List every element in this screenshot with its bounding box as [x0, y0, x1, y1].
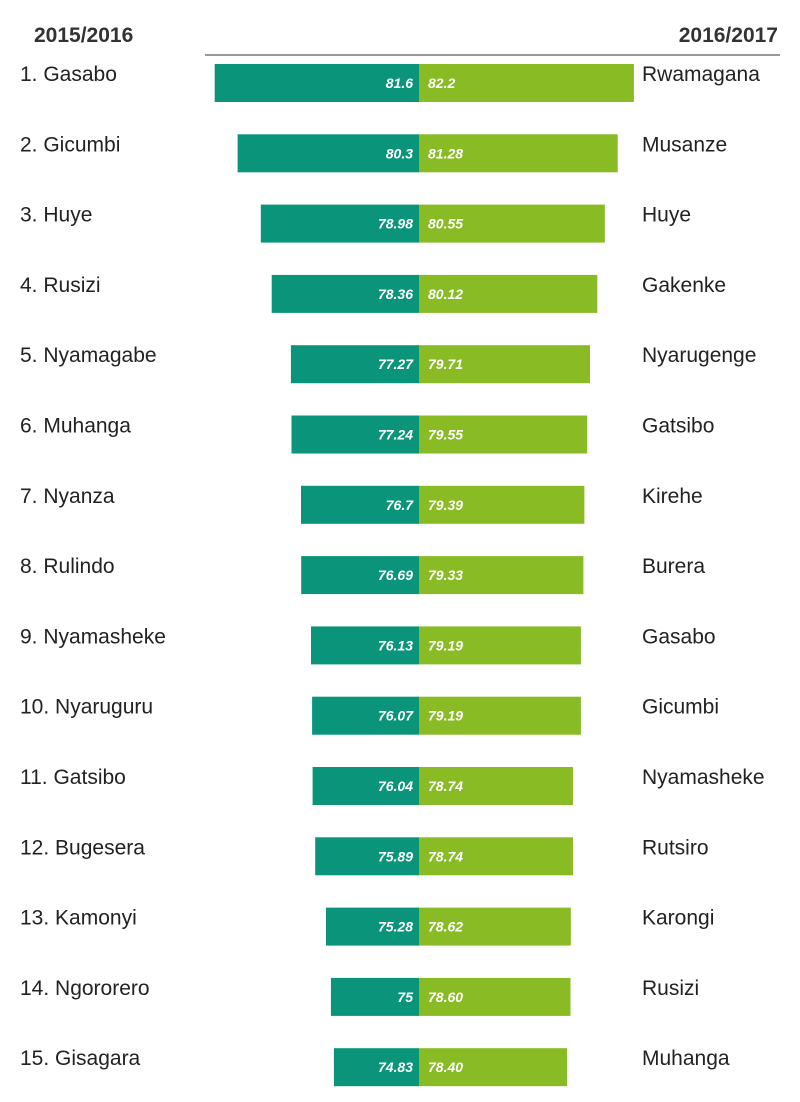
right-value-label: 78.40	[428, 1059, 463, 1075]
left-value-label: 80.3	[386, 145, 413, 161]
left-district-label: 10. Nyaruguru	[20, 696, 153, 719]
right-value-label: 79.19	[428, 637, 463, 653]
left-bar	[312, 767, 419, 805]
left-district-label: 7. Nyanza	[20, 485, 115, 508]
left-district-label: 6. Muhanga	[20, 415, 131, 438]
left-value-label: 78.98	[378, 216, 413, 232]
right-bar	[419, 837, 573, 876]
right-value-label: 78.60	[428, 989, 463, 1005]
right-bar	[419, 134, 618, 173]
left-bar	[214, 64, 419, 102]
right-bar	[419, 274, 598, 313]
right-district-label: Musanze	[642, 133, 727, 156]
right-bar	[419, 1048, 567, 1087]
left-bar	[290, 345, 419, 384]
left-bar	[333, 1048, 419, 1087]
right-value-label: 79.71	[428, 356, 463, 372]
right-district-label: Nyamasheke	[642, 766, 765, 789]
left-district-label: 5. Nyamagabe	[20, 344, 157, 367]
chart-rows: 81.6 82.2 1. Gasabo Rwamagana 80.3 81.28 2. Gi…	[20, 63, 765, 1087]
left-bar	[260, 204, 419, 243]
left-bar	[311, 626, 419, 665]
left-bar	[312, 696, 419, 735]
right-district-label: Karongi	[642, 907, 714, 930]
right-header: 2016/2017	[679, 24, 778, 47]
right-bar	[419, 907, 571, 946]
left-bar	[326, 907, 419, 946]
right-value-label: 78.74	[428, 848, 463, 864]
right-bar	[419, 64, 634, 102]
right-bar	[419, 767, 573, 805]
right-district-label: Gasabo	[642, 625, 716, 648]
left-bar	[301, 485, 419, 524]
left-value-label: 74.83	[378, 1059, 413, 1075]
right-district-label: Burera	[642, 555, 705, 578]
right-district-label: Rusizi	[642, 977, 699, 1000]
left-header: 2015/2016	[34, 24, 133, 47]
left-value-label: 76.13	[378, 637, 413, 653]
right-value-label: 78.62	[428, 919, 463, 935]
right-bar	[419, 556, 584, 595]
right-value-label: 79.19	[428, 708, 463, 724]
left-bar	[291, 415, 419, 454]
left-value-label: 76.04	[378, 778, 413, 794]
left-district-label: 3. Huye	[20, 204, 92, 227]
right-district-label: Rutsiro	[642, 836, 709, 859]
left-district-label: 9. Nyamasheke	[20, 625, 166, 648]
left-value-label: 76.69	[378, 567, 413, 583]
left-bar	[271, 274, 419, 313]
left-district-label: 13. Kamonyi	[20, 907, 137, 930]
right-value-label: 82.2	[428, 75, 455, 91]
right-district-label: Huye	[642, 204, 691, 227]
right-value-label: 79.39	[428, 497, 463, 513]
left-value-label: 76.07	[378, 708, 414, 724]
left-district-label: 4. Rusizi	[20, 274, 101, 297]
right-district-label: Nyarugenge	[642, 344, 756, 367]
left-bar	[330, 977, 419, 1016]
left-bar	[301, 556, 419, 595]
left-value-label: 78.36	[378, 286, 413, 302]
left-district-label: 15. Gisagara	[20, 1047, 141, 1070]
right-value-label: 81.28	[428, 145, 463, 161]
left-district-label: 1. Gasabo	[20, 63, 117, 86]
right-value-label: 80.12	[428, 286, 463, 302]
right-value-label: 79.55	[428, 427, 463, 443]
left-district-label: 14. Ngororero	[20, 977, 150, 1000]
left-value-label: 75	[397, 989, 413, 1005]
right-district-label: Gakenke	[642, 274, 726, 297]
right-bar	[419, 485, 585, 524]
left-district-label: 11. Gatsibo	[20, 766, 126, 789]
left-value-label: 75.89	[378, 848, 413, 864]
right-district-label: Muhanga	[642, 1047, 730, 1070]
right-value-label: 78.74	[428, 778, 463, 794]
left-bar	[315, 837, 419, 876]
left-district-label: 2. Gicumbi	[20, 133, 120, 156]
right-value-label: 80.55	[428, 216, 463, 232]
right-district-label: Kirehe	[642, 485, 703, 508]
right-bar	[419, 415, 588, 454]
right-bar	[419, 696, 581, 735]
right-bar	[419, 626, 581, 665]
left-value-label: 75.28	[378, 919, 413, 935]
left-bar	[237, 134, 419, 173]
left-value-label: 81.6	[386, 75, 413, 91]
left-district-label: 8. Rulindo	[20, 555, 115, 578]
right-bar	[419, 204, 605, 243]
left-value-label: 77.24	[378, 427, 413, 443]
left-value-label: 76.7	[386, 497, 414, 513]
right-district-label: Gicumbi	[642, 696, 719, 719]
right-value-label: 79.33	[428, 567, 463, 583]
right-bar	[419, 977, 571, 1016]
right-district-label: Rwamagana	[642, 63, 760, 86]
left-district-label: 12. Bugesera	[20, 836, 145, 859]
right-district-label: Gatsibo	[642, 415, 714, 438]
right-bar	[419, 345, 590, 384]
left-value-label: 77.27	[378, 356, 414, 372]
